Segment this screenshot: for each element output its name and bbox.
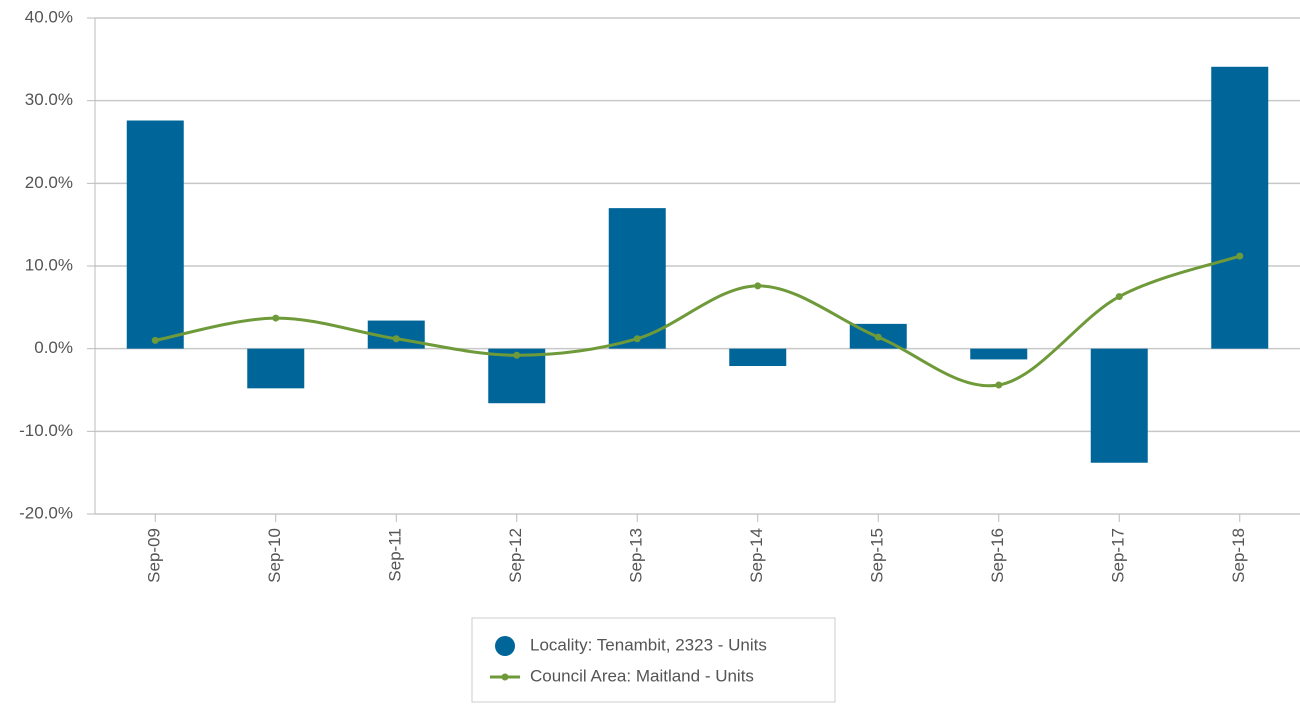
x-tick-label: Sep-12 bbox=[506, 528, 525, 583]
x-tick-label: Sep-14 bbox=[747, 528, 766, 583]
bar bbox=[608, 208, 666, 349]
bar bbox=[1090, 348, 1148, 463]
line-point bbox=[1115, 293, 1123, 301]
line bbox=[154, 254, 1241, 388]
bar bbox=[126, 120, 184, 349]
legend-box bbox=[471, 617, 836, 703]
x-tick-label: Sep-15 bbox=[868, 528, 887, 583]
bar bbox=[970, 348, 1028, 360]
y-tick-label: 20.0% bbox=[25, 173, 73, 192]
y-tick-label: 40.0% bbox=[25, 7, 73, 26]
line-point bbox=[151, 336, 159, 344]
legend-label: Locality: Tenambit, 2323 - Units bbox=[530, 635, 767, 654]
x-tick-label: Sep-13 bbox=[627, 528, 646, 583]
x-tick-label: Sep-18 bbox=[1229, 528, 1248, 583]
legend-label: Council Area: Maitland - Units bbox=[530, 666, 754, 685]
bar bbox=[1211, 66, 1269, 349]
line-point bbox=[874, 333, 882, 341]
y-tick-label: -10.0% bbox=[19, 421, 73, 440]
line-point bbox=[272, 314, 280, 322]
x-tick-label: Sep-16 bbox=[988, 528, 1007, 583]
line-point bbox=[392, 335, 400, 343]
y-tick-label: 0.0% bbox=[34, 338, 73, 357]
y-tick-label: -20.0% bbox=[19, 503, 73, 522]
x-tick-label: Sep-10 bbox=[265, 528, 284, 583]
y-tick-label: 10.0% bbox=[25, 255, 73, 274]
line-point bbox=[754, 282, 762, 290]
legend-symbol bbox=[495, 636, 515, 656]
line-point bbox=[633, 335, 641, 343]
legend-symbol bbox=[501, 673, 509, 681]
line-point bbox=[1236, 252, 1244, 260]
bar bbox=[729, 348, 787, 367]
x-tick-label: Sep-09 bbox=[145, 528, 164, 583]
y-tick-label: 30.0% bbox=[25, 90, 73, 109]
x-tick-label: Sep-11 bbox=[386, 528, 405, 582]
line-point bbox=[513, 351, 521, 359]
line-point bbox=[995, 381, 1003, 389]
x-tick-label: Sep-17 bbox=[1109, 528, 1128, 583]
bar bbox=[247, 348, 305, 389]
